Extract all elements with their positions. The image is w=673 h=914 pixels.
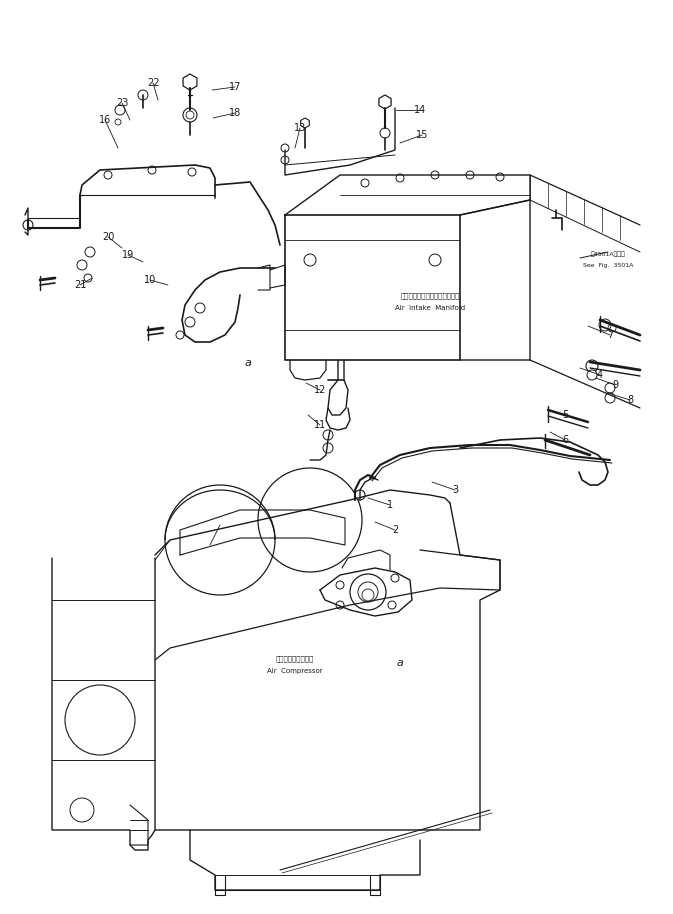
Circle shape [195, 303, 205, 313]
Text: 11: 11 [314, 420, 326, 430]
Circle shape [599, 319, 611, 331]
Circle shape [281, 156, 289, 164]
Text: 10: 10 [144, 275, 156, 285]
Text: 21: 21 [74, 280, 86, 290]
Text: 3: 3 [452, 485, 458, 495]
Circle shape [605, 393, 615, 403]
Circle shape [323, 430, 333, 440]
Circle shape [183, 108, 197, 122]
Text: 8: 8 [627, 395, 633, 405]
Text: Air  Compressor: Air Compressor [267, 668, 323, 674]
Circle shape [148, 166, 156, 174]
Circle shape [188, 168, 196, 176]
Circle shape [355, 490, 365, 500]
Text: 13: 13 [294, 123, 306, 133]
Circle shape [77, 260, 87, 270]
Circle shape [323, 443, 333, 453]
Text: 20: 20 [102, 232, 114, 242]
Circle shape [380, 128, 390, 138]
Text: Air  Intake  Manifold: Air Intake Manifold [395, 305, 465, 311]
Circle shape [115, 105, 125, 115]
Circle shape [85, 247, 95, 257]
Text: 22: 22 [147, 78, 160, 88]
Circle shape [281, 144, 289, 152]
Text: 7: 7 [607, 330, 613, 340]
Text: 14: 14 [414, 105, 426, 115]
Text: a: a [244, 358, 252, 368]
Text: 4: 4 [597, 370, 603, 380]
Circle shape [336, 601, 344, 609]
Text: 2: 2 [392, 525, 398, 535]
Circle shape [431, 171, 439, 179]
Circle shape [466, 171, 474, 179]
Text: 15: 15 [416, 130, 428, 140]
Circle shape [396, 174, 404, 182]
Text: 23: 23 [116, 98, 128, 108]
Text: 12: 12 [314, 385, 326, 395]
Circle shape [605, 383, 615, 393]
Text: a: a [396, 658, 403, 668]
Text: 第3501A図参照: 第3501A図参照 [591, 251, 625, 257]
Text: 17: 17 [229, 82, 241, 92]
Circle shape [587, 370, 597, 380]
Text: 18: 18 [229, 108, 241, 118]
Text: 19: 19 [122, 250, 134, 260]
Text: 5: 5 [562, 410, 568, 420]
Circle shape [104, 171, 112, 179]
Text: 6: 6 [562, 435, 568, 445]
Text: 9: 9 [612, 380, 618, 390]
Text: See  Fig.  3501A: See Fig. 3501A [583, 262, 633, 268]
Text: 16: 16 [99, 115, 111, 125]
Circle shape [391, 574, 399, 582]
Text: エアーインテークマニホールド: エアーインテークマニホールド [400, 292, 460, 299]
Circle shape [138, 90, 148, 100]
Circle shape [496, 173, 504, 181]
Circle shape [361, 179, 369, 187]
Text: 1: 1 [387, 500, 393, 510]
Circle shape [388, 601, 396, 609]
Text: エアーコンプレッサ: エアーコンプレッサ [276, 655, 314, 663]
Circle shape [336, 581, 344, 589]
Circle shape [185, 317, 195, 327]
